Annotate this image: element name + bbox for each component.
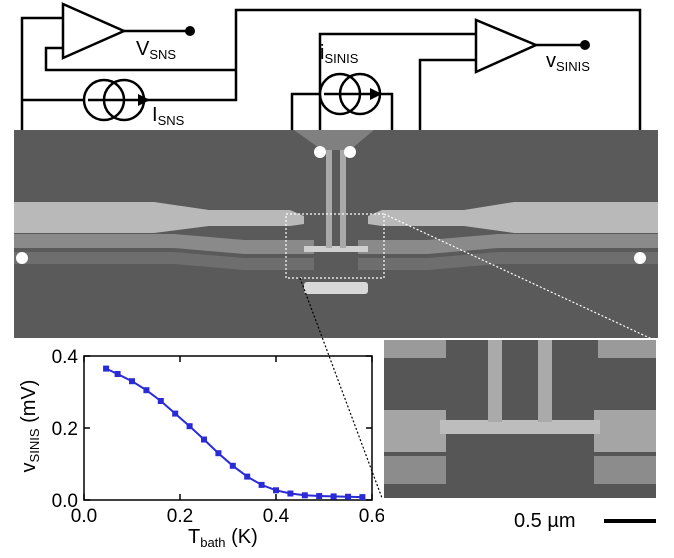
chart-ylabel: vSINIS (mV) [18, 366, 42, 486]
sns-amplifier [61, 2, 128, 60]
chart-point [143, 387, 150, 394]
chart-point [330, 493, 337, 500]
inset-pad-top-left [384, 340, 446, 358]
left-electrode-upper [14, 202, 304, 233]
vsinis-vs-tbath-chart: 0.0 0.2 0.4 0.6 0.0 0.2 0.4 [52, 347, 384, 527]
chart-xtick-label: 0.0 [71, 506, 97, 527]
sns-amp-input-wire-bottom [44, 46, 236, 72]
left-lower-lead [14, 234, 314, 254]
sns-output-terminal [185, 26, 195, 36]
inset-wire [440, 420, 600, 434]
i-sinis-subscript: SINIS [324, 51, 359, 66]
chart-point [258, 481, 265, 488]
chart-point [301, 492, 308, 499]
chart-frame [83, 355, 373, 501]
contact-probe-right [344, 146, 356, 158]
right-lower-lead [358, 234, 658, 254]
left-lower-lead-2 [14, 252, 314, 270]
i-sinis-symbol: i [320, 42, 325, 64]
chart-xlabel-symbol: T [188, 526, 201, 548]
right-electrode-upper [368, 202, 658, 233]
sinis-current-source-icon [318, 72, 382, 116]
sinis-left-wire [318, 32, 476, 152]
chart-point [316, 493, 323, 500]
chart-point [359, 494, 366, 501]
contact-probe-left [314, 146, 326, 158]
chart-ylabel-symbol: v [18, 462, 40, 473]
chart-point [345, 493, 351, 500]
chart-point [172, 410, 179, 417]
inset-pad-right [594, 410, 656, 452]
scale-bar-label: 0.5 µm [514, 510, 576, 532]
probe-right [340, 130, 346, 248]
sns-current-source-icon [82, 78, 150, 122]
inset-probe-right [538, 340, 552, 422]
chart-point [157, 398, 164, 404]
inset-pad-left [384, 410, 446, 452]
i-sns-label: ISNS [152, 104, 184, 128]
scale-bar [604, 519, 656, 523]
v-sns-subscript: SNS [149, 47, 177, 62]
i-sinis-label: iSINIS [320, 42, 358, 66]
probe-fan [294, 130, 374, 150]
chart-point [186, 423, 193, 430]
contact-left [16, 252, 28, 264]
sinis-amplifier [474, 18, 540, 74]
sns-amp-input-wire-top [20, 16, 63, 160]
v-sns-symbol: V [136, 38, 150, 60]
sem-zoom-inset-art [384, 340, 656, 498]
chart-xlabel-subscript: bath [200, 535, 226, 550]
chart-point [229, 462, 236, 469]
chart-point [129, 378, 135, 385]
probe-left [326, 130, 332, 248]
chart-xlabel-unit: (K) [231, 526, 258, 548]
chart-xtick-label: 0.2 [167, 506, 193, 527]
sinis-output-terminal [580, 40, 590, 50]
inset-pad-top-right [598, 340, 656, 358]
v-sns-label: VSNS [136, 38, 176, 62]
chart-point [114, 371, 121, 377]
chart-xlabel: Tbath (K) [188, 526, 258, 550]
chart-xtick-label: 0.6 [359, 506, 384, 527]
chart-point [273, 487, 279, 494]
chart-point [287, 490, 294, 497]
chart-ylabel-subscript: SINIS [27, 428, 42, 463]
sem-micrograph-art [14, 130, 658, 338]
inset-pad-left-lower [384, 456, 446, 484]
contact-right [634, 252, 646, 264]
sem-zoom-inset [384, 340, 656, 498]
chart-point [244, 473, 251, 480]
chart-ytick-label: 0.0 [52, 491, 78, 512]
chart-point [215, 450, 222, 457]
v-sinis-subscript: SINIS [556, 59, 590, 74]
inset-probe-left [488, 340, 502, 422]
zoom-box [285, 213, 385, 279]
sns-current-source-wire [22, 70, 238, 102]
bottom-bar [304, 282, 368, 294]
chart-point [201, 436, 207, 443]
i-sns-subscript: SNS [157, 113, 185, 128]
chart-xtick-label: 0.4 [263, 506, 290, 527]
chart-ylabel-unit: (mV) [18, 379, 40, 423]
i-sns-symbol: I [152, 104, 158, 126]
v-sinis-symbol: v [546, 50, 556, 72]
v-sinis-label: vSINIS [546, 50, 590, 74]
right-lower-lead-2 [358, 252, 658, 270]
sem-micrograph [14, 130, 658, 338]
chart-ytick-label: 0.2 [52, 419, 78, 440]
central-nanowire [304, 246, 368, 252]
chart-ytick-label: 0.4 [52, 347, 79, 368]
chart-point [103, 365, 110, 372]
inset-pad-right-lower [594, 456, 656, 484]
